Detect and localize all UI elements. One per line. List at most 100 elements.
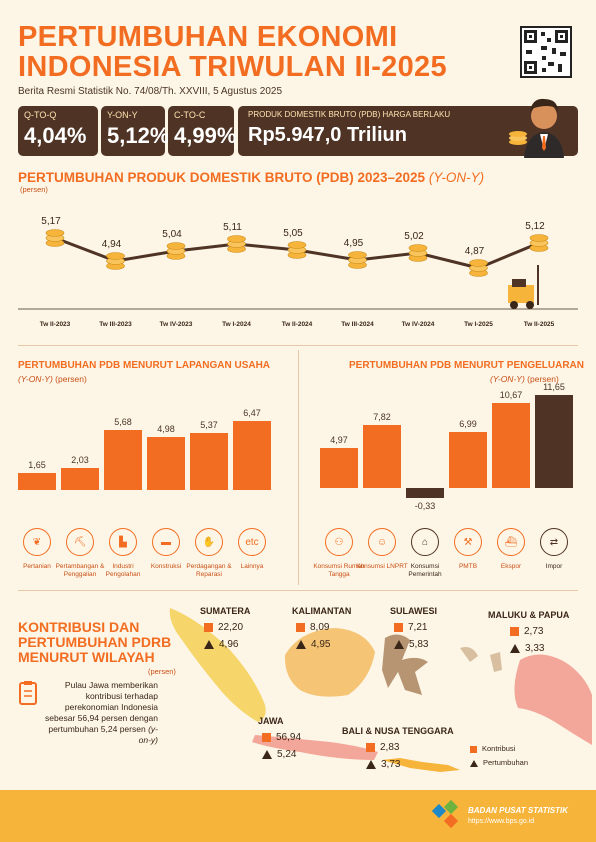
mining-icon: ⛏ — [66, 528, 94, 556]
sector-chart-title: PERTUMBUHAN PDB MENURUT LAPANGAN USAHA — [18, 360, 271, 371]
bar — [147, 437, 185, 490]
region-kontribusi: 7,21 — [408, 622, 428, 633]
region-pertumbuhan: 3,33 — [525, 643, 545, 654]
clipboard-icon — [19, 681, 37, 705]
region-kontribusi-row: 2,73 — [510, 626, 543, 637]
trend-tick-label: Tw I-2025 — [464, 321, 493, 328]
qr-code-icon[interactable] — [520, 26, 572, 78]
bar — [320, 448, 358, 488]
trend-tick-label: Tw II-2025 — [524, 321, 555, 328]
trend-tick-label: Tw IV-2023 — [160, 321, 193, 328]
bar — [492, 402, 530, 488]
pertumbuhan-triangle-icon — [470, 759, 478, 767]
bar — [406, 488, 444, 498]
regional-note: Pulau Jawa memberikan kontribusi terhada… — [45, 680, 158, 745]
region-pertumbuhan: 3,73 — [381, 759, 401, 770]
pertumbuhan-triangle-icon — [394, 639, 404, 649]
region-kontribusi: 2,83 — [380, 742, 400, 753]
trend-point — [166, 242, 186, 260]
bar-value-label: 4,98 — [157, 424, 175, 435]
bar-value-label: 2,03 — [71, 455, 89, 466]
kontribusi-square-icon — [262, 732, 271, 742]
handshake-icon: ✋ — [195, 528, 223, 556]
category-label: Konstruksi — [150, 563, 182, 570]
kontribusi-square-icon — [394, 622, 403, 632]
forklift-icon — [508, 265, 539, 309]
region-pertumbuhan: 4,95 — [311, 639, 331, 650]
region-pertumbuhan-row: 3,33 — [510, 643, 544, 654]
bar — [18, 472, 56, 490]
trend-point — [287, 241, 307, 259]
region-pertumbuhan-row: 4,95 — [296, 639, 330, 650]
stat-y-on-y: Y-ON-Y 5,12% — [101, 106, 169, 156]
trend-value-label: 4,95 — [344, 238, 364, 249]
trend-tick-label: Tw III-2024 — [341, 321, 374, 328]
region-kontribusi-row: 2,83 — [366, 742, 399, 753]
bar-value-label: 6,47 — [243, 408, 261, 419]
ship-out-icon: ⛴ — [497, 528, 525, 556]
category-label: Impor — [545, 563, 563, 570]
region-pertumbuhan-row: 3,73 — [366, 759, 400, 770]
bar-value-label: 11,65 — [543, 381, 565, 392]
bar-value-label: 5,37 — [200, 420, 218, 431]
trend-point — [227, 235, 246, 253]
press-release-subtitle: Berita Resmi Statistik No. 74/08/Th. XXV… — [18, 86, 283, 97]
region-kontribusi: 8,09 — [310, 622, 330, 633]
trend-point — [469, 259, 488, 277]
bar-value-label: 10,67 — [499, 389, 523, 400]
trend-value-label: 5,11 — [223, 222, 242, 233]
footer-url[interactable]: https://www.bps.go.id — [468, 818, 535, 825]
region-name: BALI & NUSA TENGGARA — [342, 726, 454, 736]
indonesia-map — [169, 608, 592, 772]
trend-tick-label: Tw II-2024 — [282, 321, 313, 328]
kontribusi-square-icon — [510, 626, 519, 636]
bar — [233, 421, 271, 490]
category-label: Pertanian — [23, 563, 51, 570]
page-title: PERTUMBUHAN EKONOMI INDONESIA TRIWULAN I… — [18, 21, 447, 83]
trend-tick-label: Tw IV-2024 — [402, 321, 435, 328]
trend-value-label: 5,12 — [525, 221, 545, 232]
region-name: JAWA — [258, 716, 284, 726]
stat-pdb-harga-berlaku: PRODUK DOMESTIK BRUTO (PDB) HARGA BERLAK… — [238, 106, 578, 156]
bar-value-label: 4,97 — [330, 435, 348, 446]
category-label: Konsumsi Pemerintah — [408, 563, 442, 578]
factory-icon: ▙ — [109, 528, 137, 556]
kontribusi-square-icon — [366, 742, 375, 752]
bar — [104, 429, 142, 490]
trend-value-label: 4,94 — [102, 239, 122, 250]
people-icon: ☺ — [368, 528, 396, 556]
kontribusi-square-icon — [204, 622, 213, 632]
pertumbuhan-triangle-icon — [204, 639, 214, 649]
region-name: KALIMANTAN — [292, 606, 352, 616]
legend-pertumbuhan: Pertumbuhan — [470, 758, 528, 767]
trend-value-label: 4,87 — [465, 246, 485, 257]
category-label: Konsumsi LNPRT — [356, 563, 408, 570]
trend-point — [106, 252, 125, 270]
stat-c-to-c: C-TO-C 4,99% — [168, 106, 236, 156]
footer — [0, 790, 596, 842]
region-pertumbuhan-row: 4,96 — [204, 639, 238, 650]
category-label: Lainnya — [240, 563, 264, 570]
bar — [535, 394, 573, 488]
stat-q-to-q: Q-TO-Q 4,04% — [18, 106, 98, 156]
category-label: Industri Pengolahan — [105, 563, 141, 578]
region-kontribusi-row: 56,94 — [262, 732, 301, 743]
trend-title: PERTUMBUHAN PRODUK DOMESTIK BRUTO (PDB) … — [18, 170, 485, 185]
bar-value-label: 5,68 — [114, 416, 132, 427]
bar — [363, 425, 401, 488]
category-label: Ekspor — [500, 563, 522, 570]
expenditure-chart-title: PERTUMBUHAN PDB MENURUT PENGELUARAN — [349, 360, 584, 371]
legend-kontribusi: Kontribusi — [470, 744, 515, 753]
regional-title: KONTRIBUSI DAN PERTUMBUHAN PDRB MENURUT … — [18, 619, 172, 665]
bar — [449, 432, 487, 488]
leaf-icon: ❦ — [23, 528, 51, 556]
bar-value-label: 1,65 — [28, 459, 46, 470]
government-icon: ⌂ — [411, 528, 439, 556]
pertumbuhan-triangle-icon — [366, 759, 376, 769]
trend-tick-label: Tw II-2023 — [40, 321, 71, 328]
trend-tick-label: Tw III-2023 — [99, 321, 132, 328]
region-pertumbuhan: 5,83 — [409, 639, 429, 650]
bps-logo-icon — [432, 799, 459, 829]
family-icon: ⚇ — [325, 528, 353, 556]
region-pertumbuhan-row: 5,24 — [262, 749, 296, 760]
